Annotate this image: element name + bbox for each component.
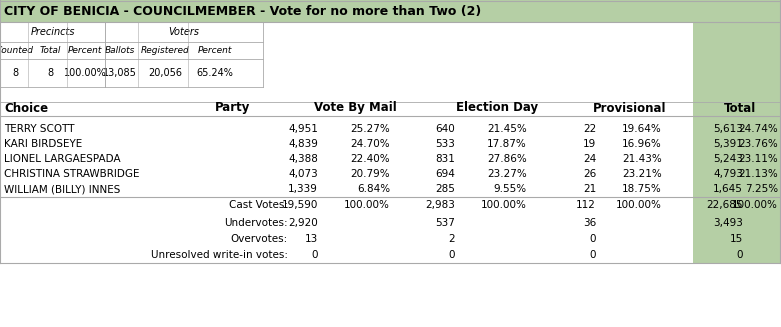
- Text: 8: 8: [12, 68, 18, 78]
- Text: 4,388: 4,388: [288, 154, 318, 164]
- Text: 4,951: 4,951: [288, 124, 318, 134]
- Text: 22.40%: 22.40%: [351, 154, 390, 164]
- Text: 2,920: 2,920: [288, 218, 318, 228]
- Text: KARI BIRDSEYE: KARI BIRDSEYE: [4, 139, 82, 149]
- Text: 9.55%: 9.55%: [494, 184, 527, 194]
- Text: 23.76%: 23.76%: [738, 139, 778, 149]
- Text: 21.13%: 21.13%: [738, 169, 778, 179]
- Text: Precincts: Precincts: [30, 27, 75, 37]
- Text: Election Day: Election Day: [456, 101, 538, 114]
- Text: 0: 0: [590, 250, 596, 260]
- Text: 694: 694: [435, 169, 455, 179]
- Text: Counted: Counted: [0, 46, 34, 55]
- Text: 533: 533: [435, 139, 455, 149]
- Text: 0: 0: [736, 250, 743, 260]
- Text: Vote By Mail: Vote By Mail: [314, 101, 397, 114]
- Text: 5,391: 5,391: [713, 139, 743, 149]
- Text: 23.11%: 23.11%: [738, 154, 778, 164]
- Text: 1,339: 1,339: [288, 184, 318, 194]
- Text: Unresolved write-in votes:: Unresolved write-in votes:: [151, 250, 288, 260]
- Text: CHRISTINA STRAWBRIDGE: CHRISTINA STRAWBRIDGE: [4, 169, 140, 179]
- Text: 22,685: 22,685: [707, 200, 743, 210]
- Text: 21.45%: 21.45%: [487, 124, 527, 134]
- Text: 1,645: 1,645: [713, 184, 743, 194]
- Text: 0: 0: [590, 234, 596, 244]
- Text: 4,073: 4,073: [288, 169, 318, 179]
- Text: 8: 8: [47, 68, 53, 78]
- Text: 19.64%: 19.64%: [622, 124, 662, 134]
- Text: 2,983: 2,983: [425, 200, 455, 210]
- Text: 24.74%: 24.74%: [738, 124, 778, 134]
- Text: 24: 24: [583, 154, 596, 164]
- Text: 5,613: 5,613: [713, 124, 743, 134]
- Text: 27.86%: 27.86%: [487, 154, 527, 164]
- Text: 100.00%: 100.00%: [63, 68, 106, 78]
- Text: 100.00%: 100.00%: [344, 200, 390, 210]
- Text: 25.27%: 25.27%: [350, 124, 390, 134]
- Text: 13: 13: [305, 234, 318, 244]
- Text: 831: 831: [435, 154, 455, 164]
- Text: WILLIAM (BILLY) INNES: WILLIAM (BILLY) INNES: [4, 184, 120, 194]
- Text: Overvotes:: Overvotes:: [230, 234, 288, 244]
- Text: 13,085: 13,085: [103, 68, 137, 78]
- Text: Party: Party: [216, 101, 251, 114]
- Text: 20.79%: 20.79%: [351, 169, 390, 179]
- Text: 2: 2: [448, 234, 455, 244]
- Text: Cast Votes:: Cast Votes:: [229, 200, 288, 210]
- Text: 7.25%: 7.25%: [745, 184, 778, 194]
- Text: 5,243: 5,243: [713, 154, 743, 164]
- Text: Undervotes:: Undervotes:: [224, 218, 288, 228]
- Text: 640: 640: [435, 124, 455, 134]
- Text: 15: 15: [729, 234, 743, 244]
- Text: 16.96%: 16.96%: [622, 139, 662, 149]
- Text: 23.27%: 23.27%: [487, 169, 527, 179]
- Text: Provisional: Provisional: [594, 101, 667, 114]
- Text: Ballots: Ballots: [105, 46, 135, 55]
- Text: Percent: Percent: [68, 46, 102, 55]
- Text: 26: 26: [583, 169, 596, 179]
- Text: TERRY SCOTT: TERRY SCOTT: [4, 124, 74, 134]
- Text: 19,590: 19,590: [282, 200, 318, 210]
- FancyBboxPatch shape: [0, 0, 781, 22]
- Text: 20,056: 20,056: [148, 68, 182, 78]
- Text: Percent: Percent: [198, 46, 232, 55]
- Text: 21: 21: [583, 184, 596, 194]
- Text: 100.00%: 100.00%: [732, 200, 778, 210]
- Text: 24.70%: 24.70%: [351, 139, 390, 149]
- Text: 4,793: 4,793: [713, 169, 743, 179]
- Text: Choice: Choice: [4, 101, 48, 114]
- Text: 17.87%: 17.87%: [487, 139, 527, 149]
- Text: 65.24%: 65.24%: [197, 68, 234, 78]
- Text: 36: 36: [583, 218, 596, 228]
- Text: Registered: Registered: [141, 46, 189, 55]
- Text: 4,839: 4,839: [288, 139, 318, 149]
- Text: 19: 19: [583, 139, 596, 149]
- Text: Voters: Voters: [169, 27, 199, 37]
- Text: 0: 0: [448, 250, 455, 260]
- Text: 18.75%: 18.75%: [622, 184, 662, 194]
- Text: LIONEL LARGAESPADA: LIONEL LARGAESPADA: [4, 154, 120, 164]
- Text: 6.84%: 6.84%: [357, 184, 390, 194]
- Text: 100.00%: 100.00%: [481, 200, 527, 210]
- Text: 22: 22: [583, 124, 596, 134]
- Text: 537: 537: [435, 218, 455, 228]
- Text: Total: Total: [724, 101, 756, 114]
- Text: 3,493: 3,493: [713, 218, 743, 228]
- Text: 112: 112: [576, 200, 596, 210]
- FancyBboxPatch shape: [693, 0, 781, 263]
- Text: 100.00%: 100.00%: [616, 200, 662, 210]
- Text: CITY OF BENICIA - COUNCILMEMBER - Vote for no more than Two (2): CITY OF BENICIA - COUNCILMEMBER - Vote f…: [4, 5, 481, 18]
- Text: 0: 0: [312, 250, 318, 260]
- Text: 21.43%: 21.43%: [622, 154, 662, 164]
- Text: 23.21%: 23.21%: [622, 169, 662, 179]
- Text: 285: 285: [435, 184, 455, 194]
- Text: Total: Total: [39, 46, 61, 55]
